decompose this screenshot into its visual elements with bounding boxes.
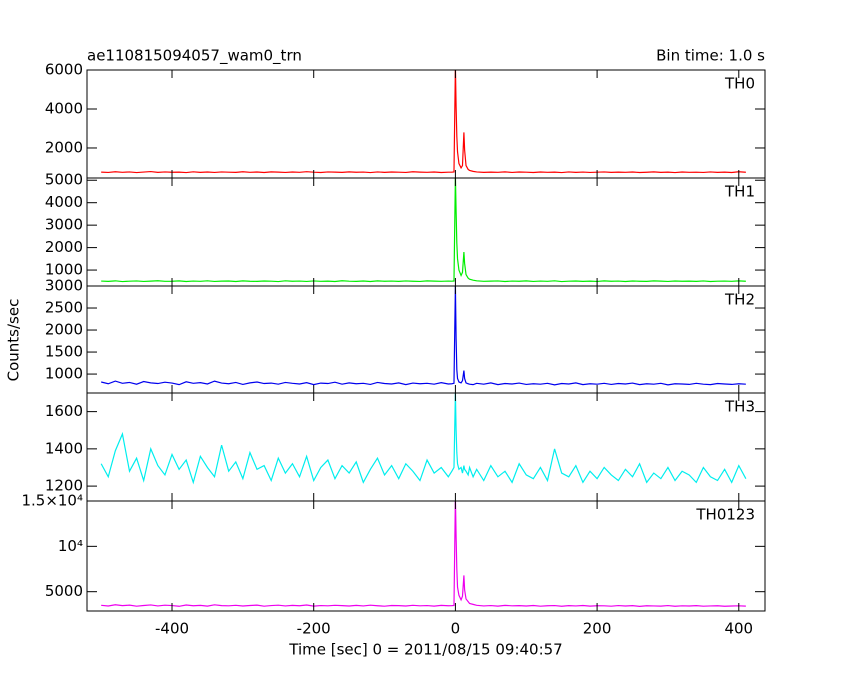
y-tick-label: 1200 [45, 477, 83, 495]
y-tick-label: 3000 [45, 216, 83, 234]
x-axis-label: Time [sec] 0 = 2011/08/15 09:40:57 [288, 641, 562, 659]
series-name: TH0 [724, 75, 755, 93]
y-tick-label: 5000 [45, 171, 83, 189]
y-tick-label: 1500 [45, 343, 83, 361]
x-tick-label: 0 [451, 620, 461, 638]
y-tick-label: 2000 [45, 138, 83, 156]
y-tick-label: 6000 [45, 61, 83, 79]
series-name: TH3 [724, 398, 755, 416]
series-name: TH2 [724, 291, 755, 309]
data-line [101, 70, 746, 174]
y-tick-label: 1.5×10⁴ [21, 492, 83, 510]
data-line [101, 286, 746, 386]
chart-title: ae110815094057_wam0_trn [87, 47, 302, 66]
data-line [101, 178, 746, 283]
y-tick-label: 10⁴ [58, 537, 83, 555]
x-tick-label: -400 [155, 620, 189, 638]
y-tick-label: 2000 [45, 238, 83, 256]
y-tick-label: 5000 [45, 582, 83, 600]
y-tick-label: 2000 [45, 321, 83, 339]
series-name: TH1 [724, 183, 755, 201]
x-tick-label: -200 [297, 620, 331, 638]
y-tick-label: 4000 [45, 99, 83, 117]
x-tick-label: 200 [583, 620, 612, 638]
y-tick-label: 1000 [45, 261, 83, 279]
panel-frame [86, 500, 766, 612]
y-tick-label: 1400 [45, 439, 83, 457]
y-tick-label: 3000 [45, 277, 83, 295]
data-line [100, 393, 747, 485]
panel-frame [86, 285, 766, 394]
y-tick-label: 4000 [45, 193, 83, 211]
y-tick-label: 1600 [45, 402, 83, 420]
x-tick-label: 400 [724, 620, 753, 638]
y-tick-label: 1000 [45, 365, 83, 383]
panel-frame [86, 69, 766, 179]
series-name: TH0123 [695, 506, 755, 524]
panel-frame [86, 177, 766, 287]
y-axis-label: Counts/sec [5, 299, 23, 382]
chart-subtitle: Bin time: 1.0 s [656, 47, 765, 65]
panel-frame [86, 392, 766, 502]
data-line [101, 501, 746, 607]
y-tick-label: 2500 [45, 299, 83, 317]
